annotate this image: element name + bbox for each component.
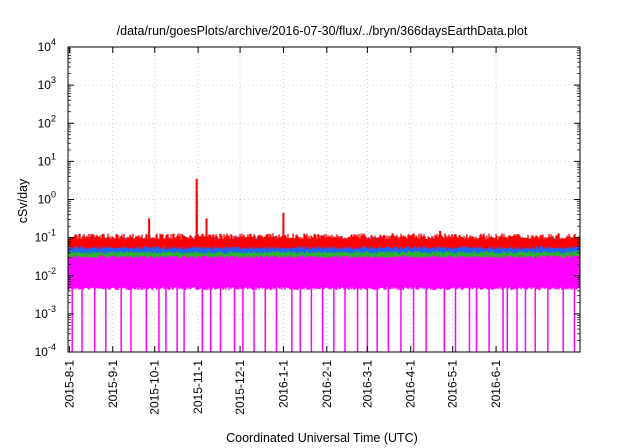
x-tick-label: 2016-6-1 (489, 360, 503, 408)
x-tick-label: 2016-2-1 (320, 360, 334, 408)
y-tick-label: 10-2 (35, 266, 56, 283)
x-tick-label: 2016-5-1 (446, 360, 460, 408)
series-trace (68, 244, 580, 291)
x-tick-label: 2015-8-1 (62, 360, 76, 408)
y-tick-label: 100 (38, 190, 56, 207)
y-tick-label: 102 (38, 113, 56, 130)
x-tick-label: 2016-4-1 (404, 360, 418, 408)
y-tick-label: 101 (38, 151, 56, 168)
x-tick-label: 2015-9-1 (106, 360, 120, 408)
series-layer (68, 178, 580, 352)
y-tick-label: 103 (38, 75, 56, 92)
series-3 (68, 244, 580, 352)
x-tick-label: 2015-12-1 (233, 360, 247, 415)
series-0 (68, 178, 580, 250)
x-tick-label: 2015-11-1 (191, 360, 205, 414)
x-axis-label: Coordinated Universal Time (UTC) (226, 431, 418, 445)
x-tick-label: 2016-3-1 (360, 360, 374, 408)
y-tick-label: 10-3 (35, 304, 56, 321)
y-tick-label: 104 (38, 37, 56, 54)
y-tick-label: 10-4 (35, 342, 56, 359)
x-tick-label: 2015-10-1 (148, 360, 162, 415)
y-tick-label: 10-1 (35, 228, 56, 245)
y-axis-label: cSv/day (16, 178, 30, 223)
series-trace (68, 233, 580, 250)
x-tick-label: 2016-1-1 (276, 360, 290, 408)
chart-title: /data/run/goesPlots/archive/2016-07-30/f… (117, 24, 528, 38)
axis-ticks: 104 103 102 101 100 10-1 10-2 10-3 10-4 2015-8-1 2… (35, 37, 580, 415)
